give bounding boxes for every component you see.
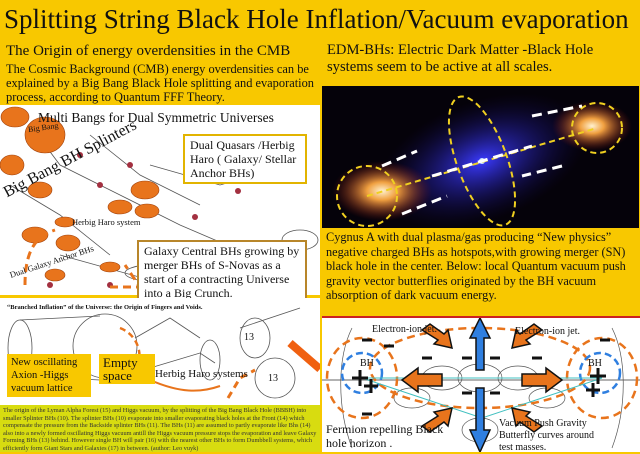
- diagram2-caption: “Branched Inflation” of the Universe: th…: [7, 304, 203, 311]
- herbig-label: Herbig Haro system: [72, 217, 141, 227]
- vacuum-push-label: Vacuum Push Gravity Butterfly curves aro…: [499, 418, 594, 453]
- fermion-label: Fermion repelling Black hole horizon .: [326, 422, 444, 450]
- empty-space-label: Empty space: [99, 354, 155, 384]
- branched-inflation-diagram: “Branched Inflation” of the Universe: th…: [0, 298, 320, 405]
- axion-label: New oscillating Axion -Higgs vacuum latt…: [7, 354, 91, 397]
- push-gravity-diagram: Electron-ion jet. Electron-ion jet. BH B…: [322, 316, 640, 453]
- number-label: 13: [244, 332, 254, 343]
- number-label: 13: [268, 373, 278, 384]
- multi-bang-drawing: [0, 106, 319, 289]
- edm-text: EDM-BHs: Electric Dark Matter -Black Hol…: [327, 42, 594, 75]
- cygnus-drawing: [332, 93, 632, 228]
- multi-bang-diagram: Multi Bangs for Dual Symmetric Universes…: [0, 105, 320, 304]
- callout-quasars: Dual Quasars /Herbig Haro ( Galaxy/ Stel…: [183, 134, 307, 184]
- bh-label-left: BH: [360, 358, 374, 369]
- herbig-systems-label: Herbig Haro systems: [155, 368, 248, 380]
- page-title: Splitting String Black Hole Inflation/Va…: [4, 4, 629, 34]
- bottom-description: The origin of the Lyman Alpha Forest (15…: [0, 405, 320, 452]
- jet-label-right: Electron-ion jet.: [515, 326, 580, 337]
- bh-label-right: BH: [588, 358, 602, 369]
- cygnus-caption: Cygnus A with dual plasma/gas producing …: [326, 230, 626, 302]
- callout-central: Galaxy Central BHs growing by merger BHs…: [137, 240, 307, 304]
- push-gravity-drawing: [322, 318, 640, 452]
- jet-label-left: Electron-ion jet.: [372, 324, 437, 335]
- left-body: The Cosmic Background (CMB) energy overd…: [6, 62, 314, 104]
- cygnus-a-image: [322, 86, 639, 228]
- left-heading: The Origin of energy overdensities in th…: [6, 43, 291, 59]
- diagram1-title: Multi Bangs for Dual Symmetric Universes: [38, 110, 274, 125]
